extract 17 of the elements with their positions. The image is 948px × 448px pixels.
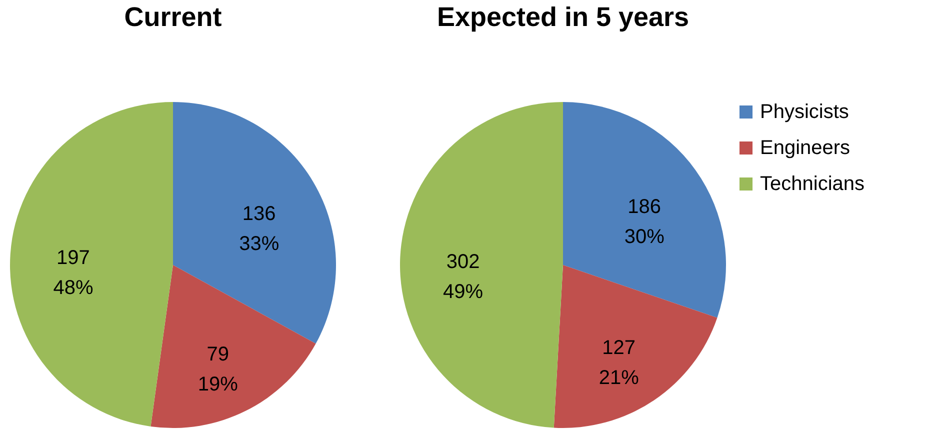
data-label: 136 33%	[239, 203, 280, 256]
pie-slice	[10, 102, 173, 426]
legend-label: Physicists	[760, 101, 849, 123]
pie-slice	[150, 265, 316, 428]
pie-slice	[554, 265, 718, 428]
data-label: 186 30%	[624, 196, 665, 248]
chart-title: Current	[124, 2, 222, 32]
chart-title: Expected in 5 years	[436, 2, 690, 32]
data-label: 127 21%	[598, 336, 640, 389]
legend-label: Technicians	[760, 173, 865, 195]
data-label: 79 19%	[198, 343, 238, 396]
data-label: 302 49%	[443, 251, 484, 304]
pie-slice	[563, 102, 726, 318]
pie-slice	[173, 102, 336, 344]
pie-slice	[400, 102, 563, 428]
data-label: 197 48%	[53, 247, 94, 300]
legend-label: Engineers	[760, 137, 850, 159]
